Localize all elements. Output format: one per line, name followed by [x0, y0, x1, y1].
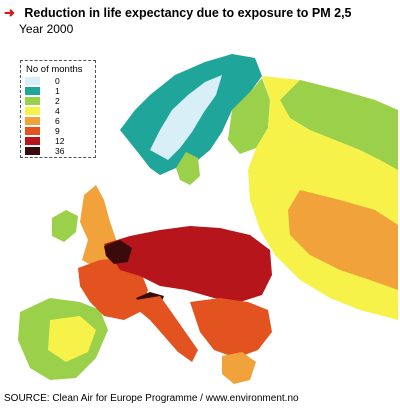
legend-label: 6: [55, 116, 60, 126]
region-iberia-yellow: [48, 316, 96, 362]
legend-item: 9: [25, 126, 93, 136]
map-title: Reduction in life expectancy due to expo…: [24, 6, 352, 20]
source-credit: SOURCE: Clean Air for Europe Programme /…: [4, 393, 299, 404]
legend-item: 36: [25, 146, 93, 156]
region-benelux-hotspot: [104, 240, 132, 264]
region-east-orange: [288, 190, 398, 290]
region-balkans: [190, 298, 272, 358]
legend-item: 0: [25, 76, 93, 86]
legend-swatch: [25, 107, 40, 115]
region-ireland: [52, 210, 78, 242]
legend-label: 9: [55, 126, 60, 136]
legend-swatch: [25, 137, 40, 145]
legend: No of months 0 1 2 4 6 9 12 36: [20, 60, 96, 158]
legend-item: 12: [25, 136, 93, 146]
legend-title: No of months: [26, 64, 83, 75]
legend-swatch: [25, 97, 40, 105]
region-finland: [228, 78, 270, 154]
legend-label: 0: [55, 76, 60, 86]
region-france: [78, 258, 148, 320]
legend-label: 36: [55, 146, 65, 156]
legend-label: 1: [55, 86, 60, 96]
region-central: [104, 226, 272, 302]
arrow-right-icon: ➜: [4, 5, 15, 20]
europe-map: [18, 54, 398, 384]
legend-item: 1: [25, 86, 93, 96]
legend-swatch: [25, 117, 40, 125]
legend-item: 4: [25, 106, 93, 116]
map-subtitle: Year 2000: [19, 22, 74, 36]
region-sweden-south: [176, 152, 200, 185]
legend-item: 2: [25, 96, 93, 106]
legend-swatch: [25, 77, 40, 85]
legend-swatch: [25, 147, 40, 155]
region-baltic-sea: [198, 168, 230, 210]
legend-swatch: [25, 87, 40, 95]
region-italy: [136, 296, 198, 362]
legend-item: 6: [25, 116, 93, 126]
region-east-green: [280, 80, 398, 170]
header: ➜ Reduction in life expectancy due to ex…: [4, 4, 352, 22]
region-norway-clean: [150, 75, 222, 160]
legend-label: 12: [55, 136, 65, 146]
legend-label: 2: [55, 96, 60, 106]
legend-swatch: [25, 127, 40, 135]
legend-label: 4: [55, 106, 60, 116]
region-greece: [222, 352, 256, 384]
